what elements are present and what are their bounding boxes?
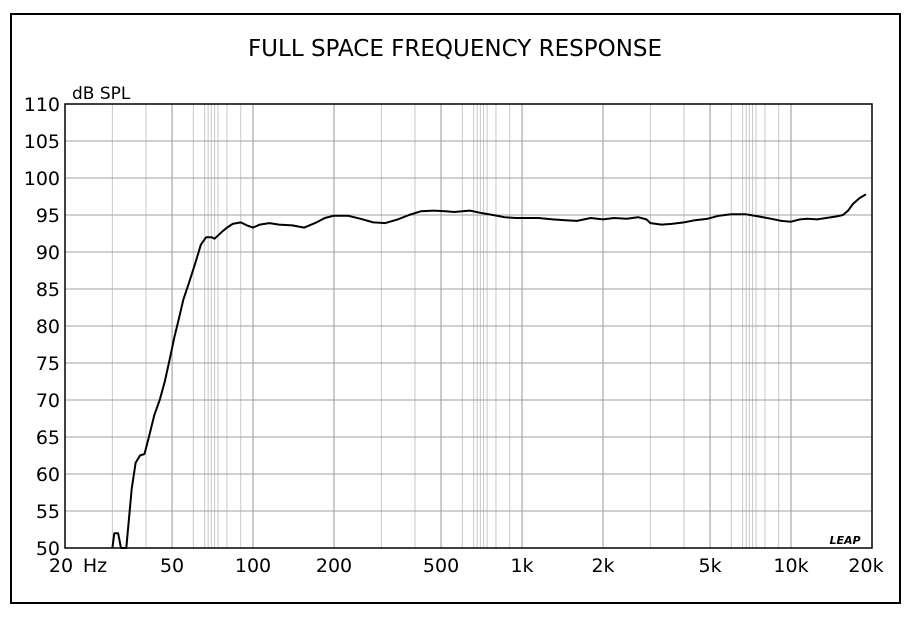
x-tick-label: 10k [773, 555, 808, 577]
x-tick-label: 20k [848, 555, 883, 577]
y-tick-label: 110 [24, 94, 60, 116]
y-tick-label: 70 [36, 390, 60, 412]
x-tick-label: 2k [591, 555, 614, 577]
plot-border [64, 103, 873, 549]
x-unit-label: Hz [83, 555, 107, 577]
x-tick-label: 500 [423, 555, 459, 577]
y-tick-label: 60 [36, 464, 60, 486]
x-tick-label: 200 [316, 555, 352, 577]
y-tick-label: 65 [36, 427, 60, 449]
y-tick-label: 95 [36, 205, 60, 227]
chart-title: FULL SPACE FREQUENCY RESPONSE [248, 36, 662, 62]
x-tick-label: 5k [698, 555, 721, 577]
series-layer [111, 193, 867, 549]
y-tick-label: 55 [36, 501, 60, 523]
y-tick-label: 90 [36, 242, 60, 264]
x-tick-label: 20 [49, 555, 73, 577]
y-tick-label: 100 [24, 168, 60, 190]
y-tick-label: 85 [36, 279, 60, 301]
grid [64, 103, 873, 549]
leap-watermark: LEAP [829, 534, 860, 547]
y-axis-label: dB SPL [72, 84, 131, 104]
y-tick-label: 105 [24, 131, 60, 153]
y-tick-label: 50 [36, 538, 60, 560]
y-tick-label: 75 [36, 353, 60, 375]
x-tick-label: 100 [235, 555, 271, 577]
y-tick-label: 80 [36, 316, 60, 338]
x-tick-label: 50 [160, 555, 184, 577]
x-tick-label: 1k [510, 555, 533, 577]
response-curve [111, 193, 867, 549]
